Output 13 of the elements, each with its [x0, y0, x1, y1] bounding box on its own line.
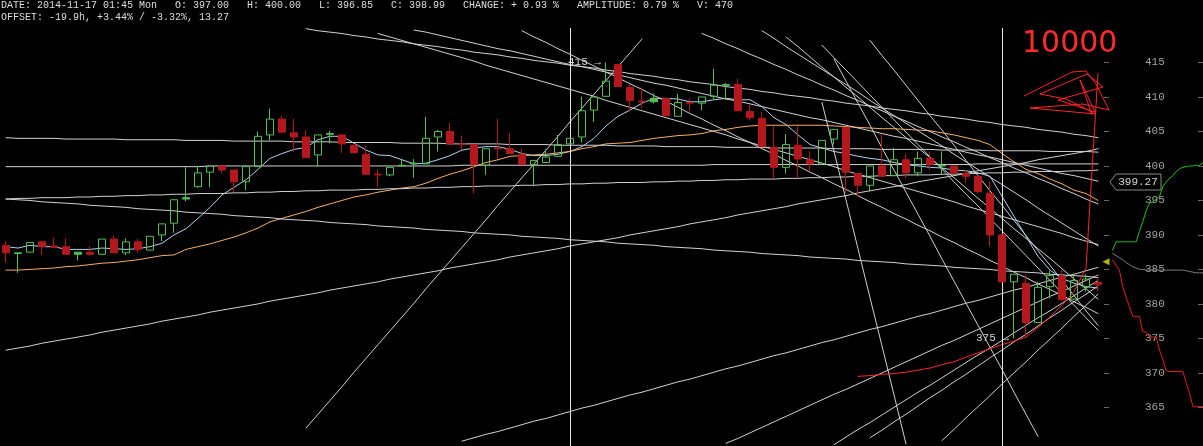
y-tick-label: 400: [1145, 159, 1165, 172]
chart-subtitle: OFFSET: -19.9h, +3.44% / -3.32%, 13.27: [1, 12, 230, 24]
y-tick-label: 385: [1145, 263, 1165, 276]
annotation: 10000: [1022, 23, 1118, 59]
y-tick-label: 415: [1145, 56, 1165, 69]
y-tick-label: 370: [1145, 366, 1165, 379]
chart-title: DATE: 2014-11-17 01:45 Mon O: 397.00 H: 400.00 L: 396.85 C: 398.99 CHANGE: + 0.93 % AMPLITUDE: 0.79 % V: 470: [1, 0, 734, 12]
y-tick-label: 365: [1145, 401, 1165, 414]
y-tick-label: 410: [1145, 90, 1165, 103]
annotation: 399.27: [1118, 176, 1158, 188]
y-tick-label: 380: [1145, 297, 1165, 310]
y-tick-label: 405: [1145, 125, 1165, 138]
y-tick-label: 390: [1145, 228, 1165, 241]
